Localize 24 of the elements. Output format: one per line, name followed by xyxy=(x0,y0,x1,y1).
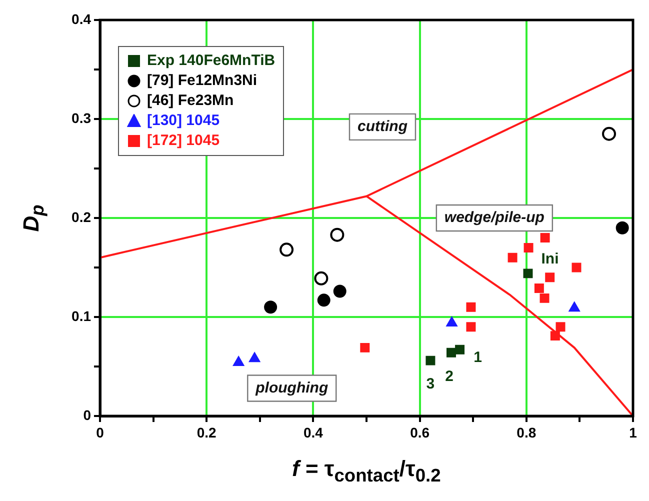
x-tick-label: 0.2 xyxy=(196,424,217,440)
annotation: Ini xyxy=(541,250,559,268)
y-tick-label: 0.2 xyxy=(72,208,92,225)
y-tick-label: 0.3 xyxy=(72,110,92,126)
annotation: wedge/pile-up xyxy=(444,209,544,226)
annotation: ploughing xyxy=(254,379,328,396)
x-axis-title: f = τ$_{contact}$/τ$_{0.2}$ xyxy=(292,456,441,486)
legend-label: [46] Fe23Mn xyxy=(147,92,234,109)
x-tick-label: 1 xyxy=(629,424,638,440)
x-tick-label: 0.8 xyxy=(516,424,536,440)
y-tick-label: 0.4 xyxy=(72,10,92,27)
x-tick-label: 0.6 xyxy=(410,424,430,440)
annotation: cutting xyxy=(357,118,408,136)
annotation: 1 xyxy=(474,348,482,366)
y-tick-label: 0.1 xyxy=(72,308,92,324)
legend-label: Exp 140Fe6MnTiB xyxy=(147,52,276,69)
x-tick-label: 0.4 xyxy=(303,424,324,440)
legend-label: [130] 1045 xyxy=(147,112,220,129)
legend-label: [79] Fe12Mn3Ni xyxy=(147,72,258,89)
legend-label: [172] 1045 xyxy=(147,132,220,149)
x-tick-label: 0 xyxy=(96,424,104,440)
annotation: 3 xyxy=(426,376,435,393)
annotation: 2 xyxy=(445,368,454,385)
y-tick-label: 0 xyxy=(83,406,92,423)
